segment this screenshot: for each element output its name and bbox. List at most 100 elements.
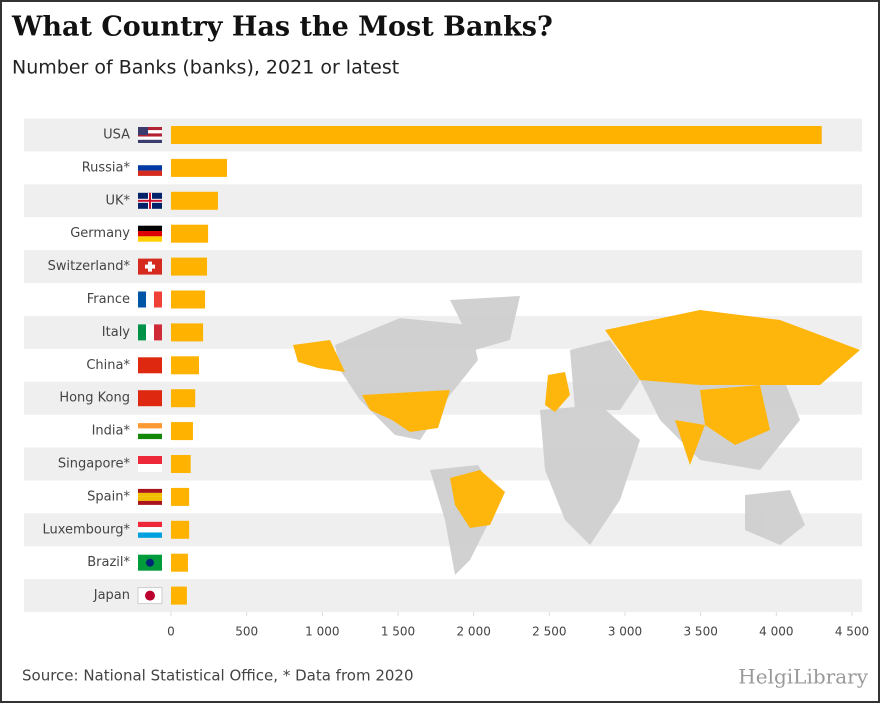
flag (138, 225, 162, 242)
flag (137, 587, 163, 605)
flag (138, 258, 162, 275)
china-area (700, 385, 770, 445)
flag (138, 357, 162, 374)
bar (171, 356, 199, 375)
usa-area (362, 390, 450, 432)
flag (138, 192, 162, 209)
flag (138, 456, 162, 472)
flag (138, 554, 162, 571)
flag (138, 390, 162, 407)
x-tick-label: 4 500 (835, 625, 869, 639)
flag-part (138, 496, 162, 501)
bar (171, 158, 227, 177)
bar (171, 520, 190, 539)
flag-part (138, 521, 162, 528)
bar (171, 257, 208, 276)
flag-part (138, 225, 162, 232)
y-tick-label: France (87, 292, 130, 307)
row-band (24, 184, 862, 218)
y-tick-label: Italy (102, 325, 131, 340)
flag-part (149, 192, 151, 209)
flag (138, 423, 162, 440)
flag-part (138, 136, 162, 140)
x-tick-label: 2 000 (456, 625, 490, 639)
y-tick-label: Japan (93, 588, 130, 603)
y-tick-label: Germany (70, 226, 130, 241)
flag-part (138, 390, 162, 407)
flag-part (138, 127, 162, 131)
bar (171, 586, 187, 605)
flag-part (138, 159, 162, 166)
flag-part (138, 423, 162, 429)
x-tick-label: 0 (167, 625, 175, 639)
brand: HelgiLibrary (738, 665, 868, 689)
greenland (450, 296, 520, 350)
flag-part (138, 500, 162, 505)
flag-part (138, 433, 162, 440)
bar (171, 422, 193, 441)
flag (138, 291, 162, 308)
y-tick-label: Singapore* (58, 457, 131, 472)
chart-title: What Country Has the Most Banks? (11, 12, 553, 43)
flag-part (145, 264, 155, 269)
west-europe-area (545, 372, 570, 412)
y-tick-label: Russia* (82, 160, 131, 175)
y-tick-label: Hong Kong (59, 391, 130, 406)
flag-part (138, 165, 162, 171)
flag (138, 488, 162, 505)
russia-area (605, 310, 860, 385)
x-tick-label: 3 000 (608, 625, 642, 639)
flag (138, 127, 162, 143)
y-tick-label: Luxembourg* (42, 522, 130, 537)
flag-part (138, 236, 162, 242)
y-tick-label: UK* (105, 193, 130, 208)
x-tick-label: 1 000 (305, 625, 339, 639)
flag-part (138, 492, 162, 497)
bar (171, 389, 196, 408)
brazil-area (450, 470, 505, 528)
flag-part (138, 464, 162, 472)
flag-part (145, 590, 155, 601)
flag-part (138, 139, 162, 143)
y-tick-label: USA (103, 128, 130, 143)
flag-part (138, 456, 162, 464)
row-band (24, 250, 862, 284)
flag-part (138, 357, 162, 374)
flag (138, 521, 162, 538)
y-tick-label: India* (92, 424, 131, 439)
flag-part (138, 130, 162, 134)
x-tick-label: 3 500 (683, 625, 717, 639)
flag (138, 159, 162, 176)
africa (540, 405, 640, 545)
flag-part (154, 324, 162, 341)
chart-subtitle: Number of Banks (banks), 2021 or latest (12, 57, 399, 79)
bar (171, 487, 190, 506)
x-tick-label: 500 (235, 625, 258, 639)
y-tick-label: Spain* (87, 489, 130, 504)
flag-part (138, 324, 146, 341)
y-tick-label: Brazil* (87, 555, 130, 570)
india-area (675, 420, 705, 465)
row-band (24, 513, 862, 547)
bar (171, 191, 218, 210)
flag-part (146, 324, 154, 341)
flag-part (138, 170, 162, 176)
flag-part (138, 133, 162, 137)
flag-part (146, 558, 154, 567)
flag-part (138, 532, 162, 538)
flag-part (138, 488, 162, 493)
y-tick-label: Switzerland* (48, 259, 131, 274)
flag-part (146, 291, 154, 308)
flag-part (138, 127, 148, 135)
source: Source: National Statistical Office, * D… (22, 667, 414, 685)
x-tick-label: 2 500 (532, 625, 566, 639)
world-map (293, 296, 860, 575)
flag (138, 324, 162, 341)
bar (171, 290, 206, 309)
x-tick-label: 1 500 (381, 625, 415, 639)
europe (570, 340, 640, 410)
flag-part (138, 428, 162, 434)
row-band (24, 579, 862, 613)
y-tick-label: China* (86, 358, 130, 373)
